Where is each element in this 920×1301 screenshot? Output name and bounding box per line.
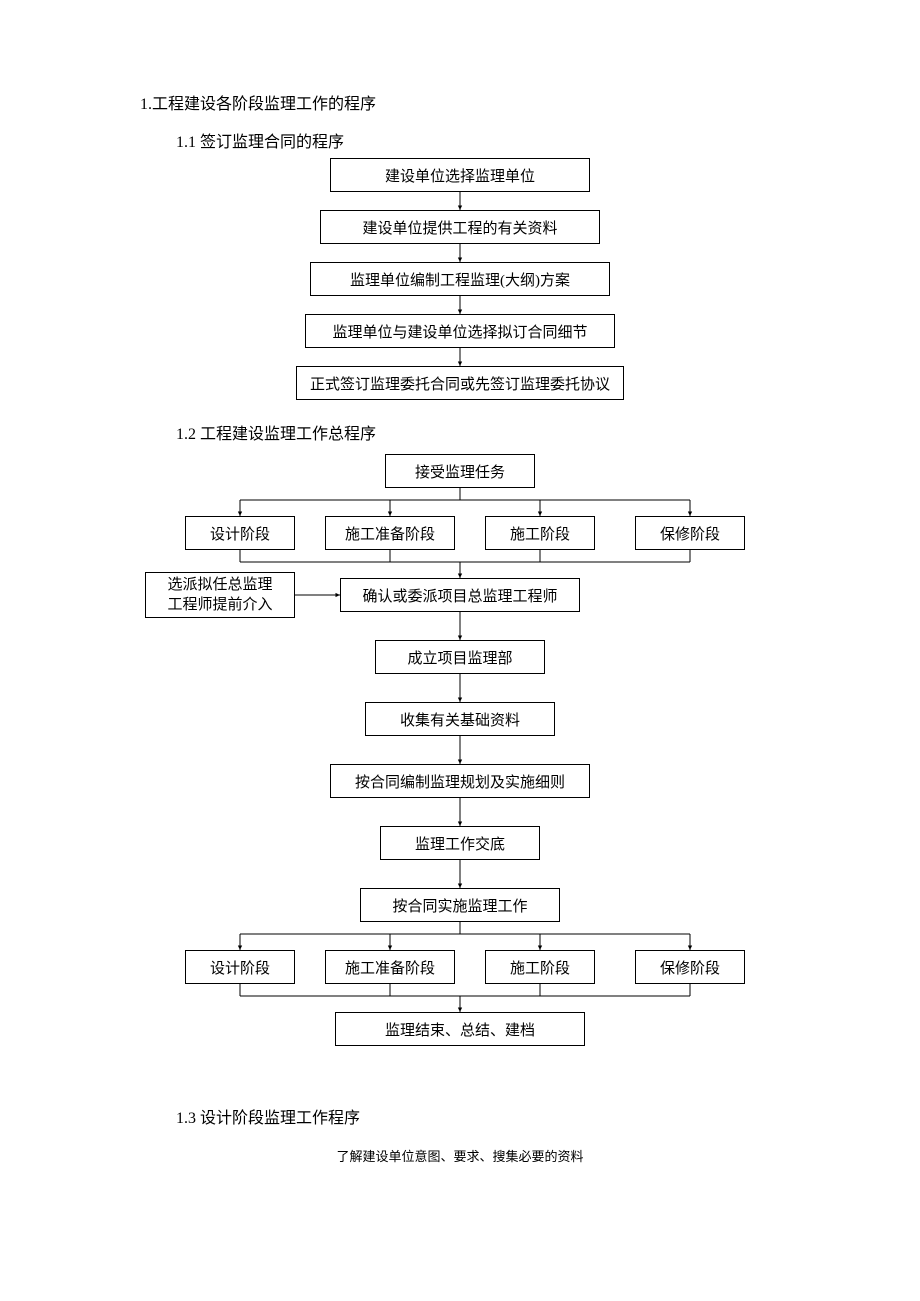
flow1-node-3: 监理单位与建设单位选择拟订合同细节 (305, 314, 615, 348)
heading-1-1: 1.1 签订监理合同的程序 (176, 128, 780, 152)
flowchart-1: 建设单位选择监理单位建设单位提供工程的有关资料监理单位编制工程监理(大纲)方案监… (296, 158, 624, 400)
flow2-row2-3: 保修阶段 (635, 950, 745, 984)
flowchart-2: 接受监理任务设计阶段施工准备阶段施工阶段保修阶段选派拟任总监理工程师提前介入确认… (145, 454, 775, 1094)
flow2-row1-1: 施工准备阶段 (325, 516, 455, 550)
flow2-col-3: 按合同编制监理规划及实施细则 (330, 764, 590, 798)
heading-1-2: 1.2 工程建设监理工作总程序 (176, 420, 780, 444)
flow2-side: 选派拟任总监理工程师提前介入 (145, 572, 295, 618)
flow2-top: 接受监理任务 (385, 454, 535, 488)
heading-1-3: 1.3 设计阶段监理工作程序 (176, 1104, 780, 1128)
flow2-col-4: 监理工作交底 (380, 826, 540, 860)
flow2-row1-2: 施工阶段 (485, 516, 595, 550)
flow2-col-1: 成立项目监理部 (375, 640, 545, 674)
flow2-row2-1: 施工准备阶段 (325, 950, 455, 984)
flow2-col-2: 收集有关基础资料 (365, 702, 555, 736)
flow2-row2-0: 设计阶段 (185, 950, 295, 984)
flow1-node-1: 建设单位提供工程的有关资料 (320, 210, 600, 244)
flow2-bottom: 监理结束、总结、建档 (335, 1012, 585, 1046)
flow2-row2-2: 施工阶段 (485, 950, 595, 984)
flow1-node-4: 正式签订监理委托合同或先签订监理委托协议 (296, 366, 624, 400)
flow2-col-5: 按合同实施监理工作 (360, 888, 560, 922)
subline-1-3: 了解建设单位意图、要求、搜集必要的资料 (140, 1146, 780, 1165)
flow1-node-2: 监理单位编制工程监理(大纲)方案 (310, 262, 610, 296)
flow2-col-0: 确认或委派项目总监理工程师 (340, 578, 580, 612)
heading-1: 1.工程建设各阶段监理工作的程序 (140, 90, 780, 114)
flow2-row1-0: 设计阶段 (185, 516, 295, 550)
flow1-node-0: 建设单位选择监理单位 (330, 158, 590, 192)
flow2-row1-3: 保修阶段 (635, 516, 745, 550)
